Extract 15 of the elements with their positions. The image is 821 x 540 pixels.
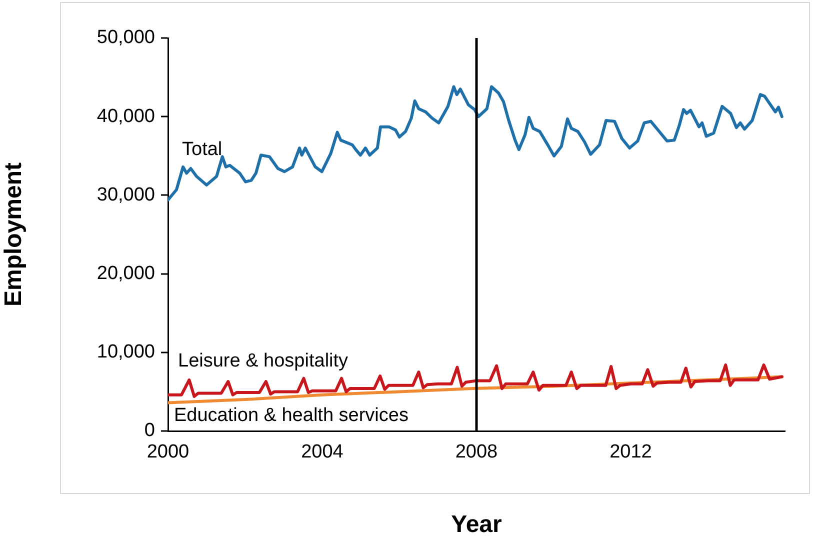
x-tick-label: 2012 [610, 442, 652, 463]
x-tick-label: 2004 [301, 442, 344, 463]
y-axis-title: Employment [0, 162, 28, 307]
y-tick-label: 0 [144, 420, 155, 442]
series-label: Leisure & hospitality [178, 350, 349, 372]
y-tick-label: 50,000 [96, 27, 155, 48]
y-tick-label: 20,000 [96, 263, 155, 284]
x-tick-label: 2008 [455, 442, 498, 463]
series-label: Total [182, 139, 222, 160]
series-label: Education & health services [174, 404, 408, 426]
y-tick-label: 30,000 [96, 184, 155, 206]
x-tick-label: 2000 [146, 442, 190, 463]
x-axis-title: Year [451, 511, 502, 538]
y-tick-label: 10,000 [96, 342, 155, 363]
y-tick-label: 40,000 [96, 106, 155, 127]
